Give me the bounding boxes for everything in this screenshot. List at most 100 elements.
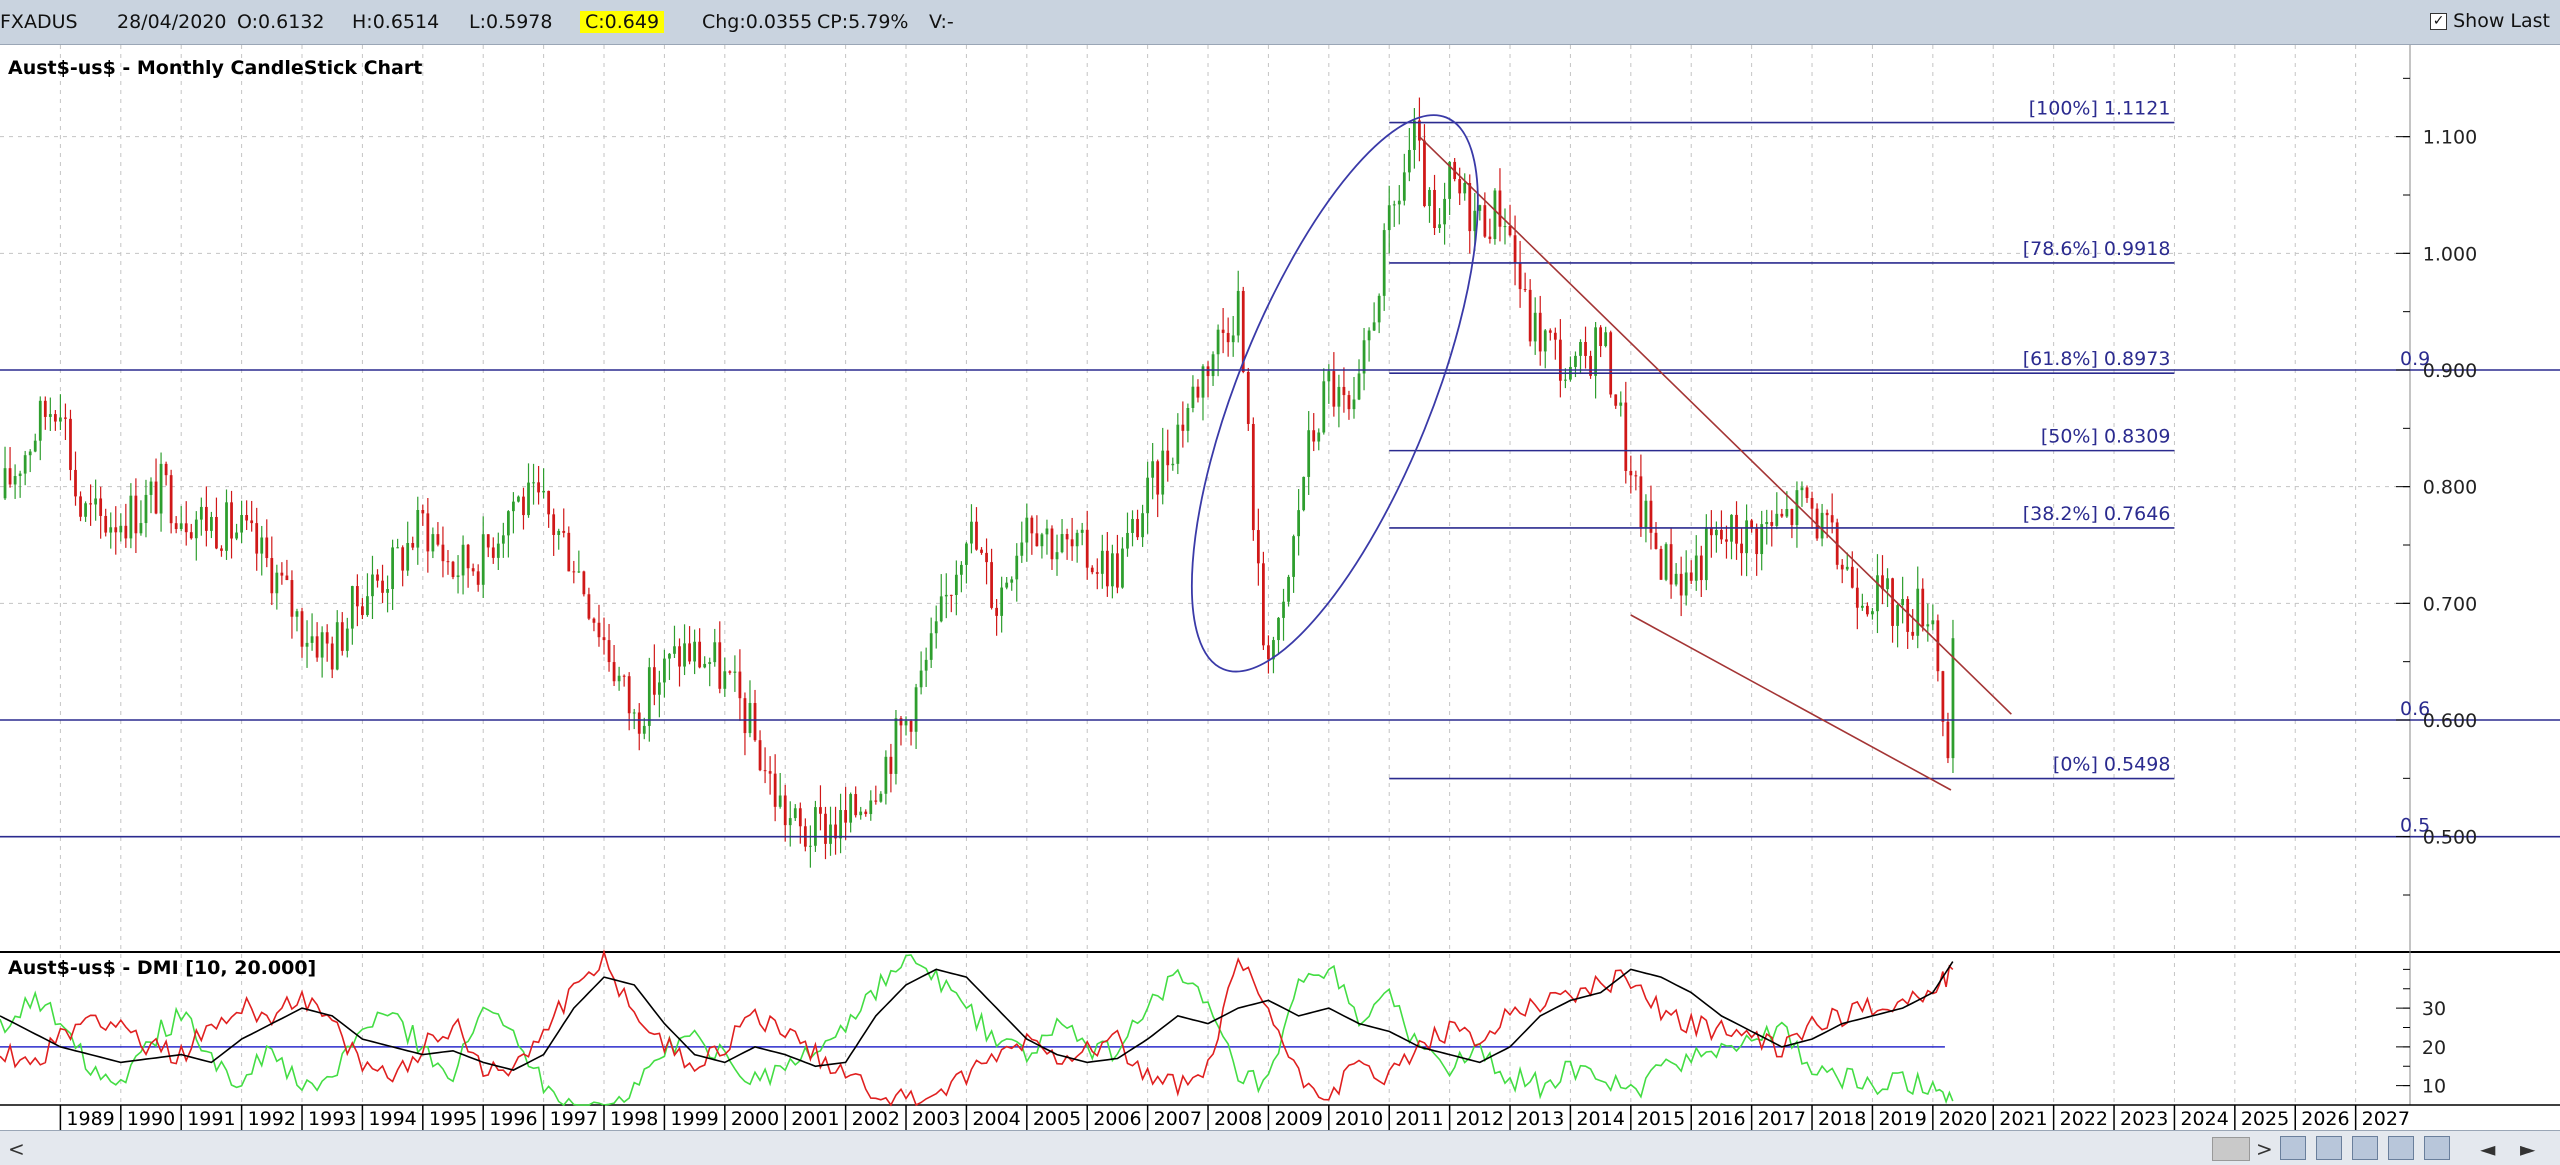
candle-body bbox=[1765, 522, 1769, 525]
change-value: Chg:0.0355 bbox=[702, 11, 813, 33]
symbol-label: FXADUS bbox=[0, 11, 78, 33]
candle-body bbox=[401, 547, 405, 571]
candle-body bbox=[28, 451, 32, 456]
candle-body bbox=[355, 586, 359, 607]
candle-body bbox=[909, 720, 913, 732]
horizontal-level-label: 0.9 bbox=[2400, 348, 2430, 370]
expand-icon[interactable] bbox=[2424, 1136, 2450, 1160]
candle-body bbox=[325, 632, 329, 644]
candle-body bbox=[1116, 553, 1119, 588]
price-tick-label: 0.700 bbox=[2423, 593, 2477, 615]
fibonacci-label: [50%] 0.8309 bbox=[2041, 426, 2171, 448]
candle-body bbox=[954, 574, 958, 595]
previous-button[interactable]: ◄ bbox=[2480, 1137, 2496, 1161]
candle-body bbox=[1599, 327, 1603, 347]
candle-body bbox=[849, 794, 853, 823]
candle-body bbox=[330, 643, 334, 670]
candle-body bbox=[1025, 517, 1029, 543]
candle-body bbox=[663, 658, 666, 683]
scroll-left-button[interactable]: < bbox=[8, 1137, 25, 1161]
show-last-checkbox[interactable]: ✓ bbox=[2430, 12, 2448, 30]
dmi-axis: 30 20 10 bbox=[2396, 968, 2446, 1098]
candle-body bbox=[1040, 534, 1044, 547]
candle-body bbox=[1070, 539, 1074, 547]
candle-body bbox=[1800, 487, 1804, 491]
candle-body bbox=[798, 808, 802, 827]
save-icon[interactable] bbox=[2352, 1136, 2378, 1160]
candle-body bbox=[768, 771, 772, 774]
candle-body bbox=[1951, 638, 1955, 759]
candle-body bbox=[1292, 536, 1295, 577]
candle-body bbox=[1256, 530, 1260, 564]
candle-body bbox=[537, 482, 540, 493]
candle-body bbox=[532, 482, 535, 484]
price-chart-title: Aust$-us$ - Monthly CandleStick Chart bbox=[8, 57, 422, 79]
next-button[interactable]: ► bbox=[2520, 1137, 2536, 1161]
candle-body bbox=[1493, 190, 1497, 240]
candle-body bbox=[1357, 373, 1361, 400]
candle-body bbox=[657, 682, 661, 695]
candle-body bbox=[834, 824, 837, 839]
candle-body bbox=[315, 636, 319, 658]
zoom-out-icon[interactable] bbox=[2316, 1136, 2342, 1160]
candle-body bbox=[310, 636, 314, 643]
price-tick-label: 0.800 bbox=[2423, 477, 2477, 499]
scroll-right-button[interactable]: > bbox=[2256, 1137, 2273, 1161]
candle-body bbox=[260, 537, 264, 554]
candle-body bbox=[164, 463, 168, 476]
candle-body bbox=[572, 571, 576, 573]
candlestick-series bbox=[3, 97, 1955, 868]
candle-body bbox=[451, 561, 455, 578]
candle-body bbox=[174, 523, 178, 530]
candle-body bbox=[446, 561, 450, 563]
candle-body bbox=[1855, 587, 1859, 608]
candle-body bbox=[839, 810, 842, 839]
candle-body bbox=[1694, 555, 1698, 581]
year-tick-label: 1992 bbox=[248, 1108, 296, 1130]
candle-body bbox=[350, 586, 354, 629]
year-tick-label: 1999 bbox=[670, 1108, 718, 1130]
zoom-in-icon[interactable] bbox=[2280, 1136, 2306, 1160]
candle-body bbox=[204, 506, 208, 531]
candle-body bbox=[1850, 566, 1854, 588]
candle-body bbox=[144, 494, 148, 524]
scroll-thumb[interactable] bbox=[2212, 1137, 2250, 1161]
navigation-bar: < > ◄ ► bbox=[0, 1130, 2560, 1165]
candle-body bbox=[1156, 461, 1160, 495]
candle-body bbox=[305, 642, 309, 647]
candle-body bbox=[345, 628, 349, 651]
trend-line bbox=[1630, 614, 1952, 791]
chart-canvas[interactable]: 0.9 0.6 0.5 [100%] 1.1121 [78.6%] 0.9918 [61.… bbox=[0, 45, 2560, 1130]
candle-body bbox=[1911, 631, 1915, 636]
candle-body bbox=[1196, 386, 1200, 398]
candle-body bbox=[376, 574, 379, 581]
candle-body bbox=[1553, 332, 1557, 340]
year-tick-label: 1990 bbox=[127, 1108, 175, 1130]
candle-body bbox=[1755, 528, 1759, 555]
candle-body bbox=[1508, 226, 1512, 236]
candle-body bbox=[1055, 552, 1059, 560]
candle-body bbox=[1367, 330, 1371, 341]
fibonacci-label: [38.2%] 0.7646 bbox=[2023, 503, 2171, 525]
compress-icon[interactable] bbox=[2388, 1136, 2414, 1160]
candle-body bbox=[1377, 295, 1381, 323]
candle-body bbox=[149, 481, 153, 495]
candle-body bbox=[215, 516, 218, 549]
change-percent-value: CP:5.79% bbox=[817, 11, 909, 33]
candle-body bbox=[220, 548, 223, 551]
candle-body bbox=[1896, 605, 1899, 626]
candle-body bbox=[431, 534, 435, 552]
candle-body bbox=[94, 498, 98, 505]
candle-body bbox=[59, 417, 62, 422]
candle-body bbox=[1151, 461, 1155, 478]
quote-header: FXADUS 28/04/2020 O:0.6132 H:0.6514 L:0.… bbox=[0, 0, 2560, 45]
low-value: L:0.5978 bbox=[469, 11, 553, 33]
candle-body bbox=[1564, 379, 1567, 381]
candle-body bbox=[1236, 290, 1240, 336]
candle-body bbox=[1498, 190, 1502, 227]
candle-body bbox=[1820, 512, 1824, 539]
year-tick-label: 2000 bbox=[731, 1108, 779, 1130]
candle-body bbox=[1558, 339, 1562, 381]
show-last-toggle[interactable]: ✓ Show Last bbox=[2430, 10, 2550, 32]
candle-body bbox=[255, 523, 259, 554]
